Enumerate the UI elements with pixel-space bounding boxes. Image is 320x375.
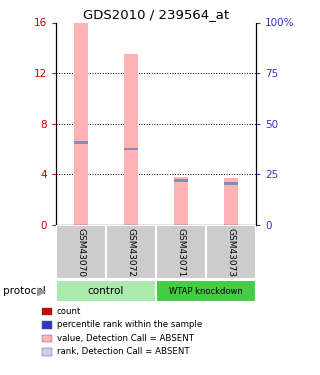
Text: ▶: ▶ bbox=[37, 285, 46, 298]
Text: GSM43073: GSM43073 bbox=[227, 228, 236, 277]
Bar bbox=[224, 182, 238, 184]
Text: GSM43070: GSM43070 bbox=[76, 228, 85, 277]
Bar bbox=[174, 177, 188, 225]
Bar bbox=[56, 225, 106, 279]
Text: count: count bbox=[57, 307, 81, 316]
Title: GDS2010 / 239564_at: GDS2010 / 239564_at bbox=[83, 8, 229, 21]
Text: control: control bbox=[88, 286, 124, 296]
Bar bbox=[74, 141, 88, 144]
Bar bbox=[74, 22, 88, 225]
Text: rank, Detection Call = ABSENT: rank, Detection Call = ABSENT bbox=[57, 347, 189, 356]
Bar bbox=[174, 179, 188, 182]
Bar bbox=[124, 148, 138, 150]
Text: value, Detection Call = ABSENT: value, Detection Call = ABSENT bbox=[57, 334, 194, 343]
Bar bbox=[106, 225, 156, 279]
Text: GSM43072: GSM43072 bbox=[126, 228, 135, 277]
Bar bbox=[156, 280, 256, 302]
Text: GSM43071: GSM43071 bbox=[177, 228, 186, 277]
Text: percentile rank within the sample: percentile rank within the sample bbox=[57, 320, 202, 329]
Bar bbox=[224, 178, 238, 225]
Text: WTAP knockdown: WTAP knockdown bbox=[169, 286, 243, 296]
Bar bbox=[124, 54, 138, 225]
Text: protocol: protocol bbox=[3, 286, 46, 296]
Bar bbox=[56, 280, 156, 302]
Bar bbox=[156, 225, 206, 279]
Bar bbox=[206, 225, 256, 279]
